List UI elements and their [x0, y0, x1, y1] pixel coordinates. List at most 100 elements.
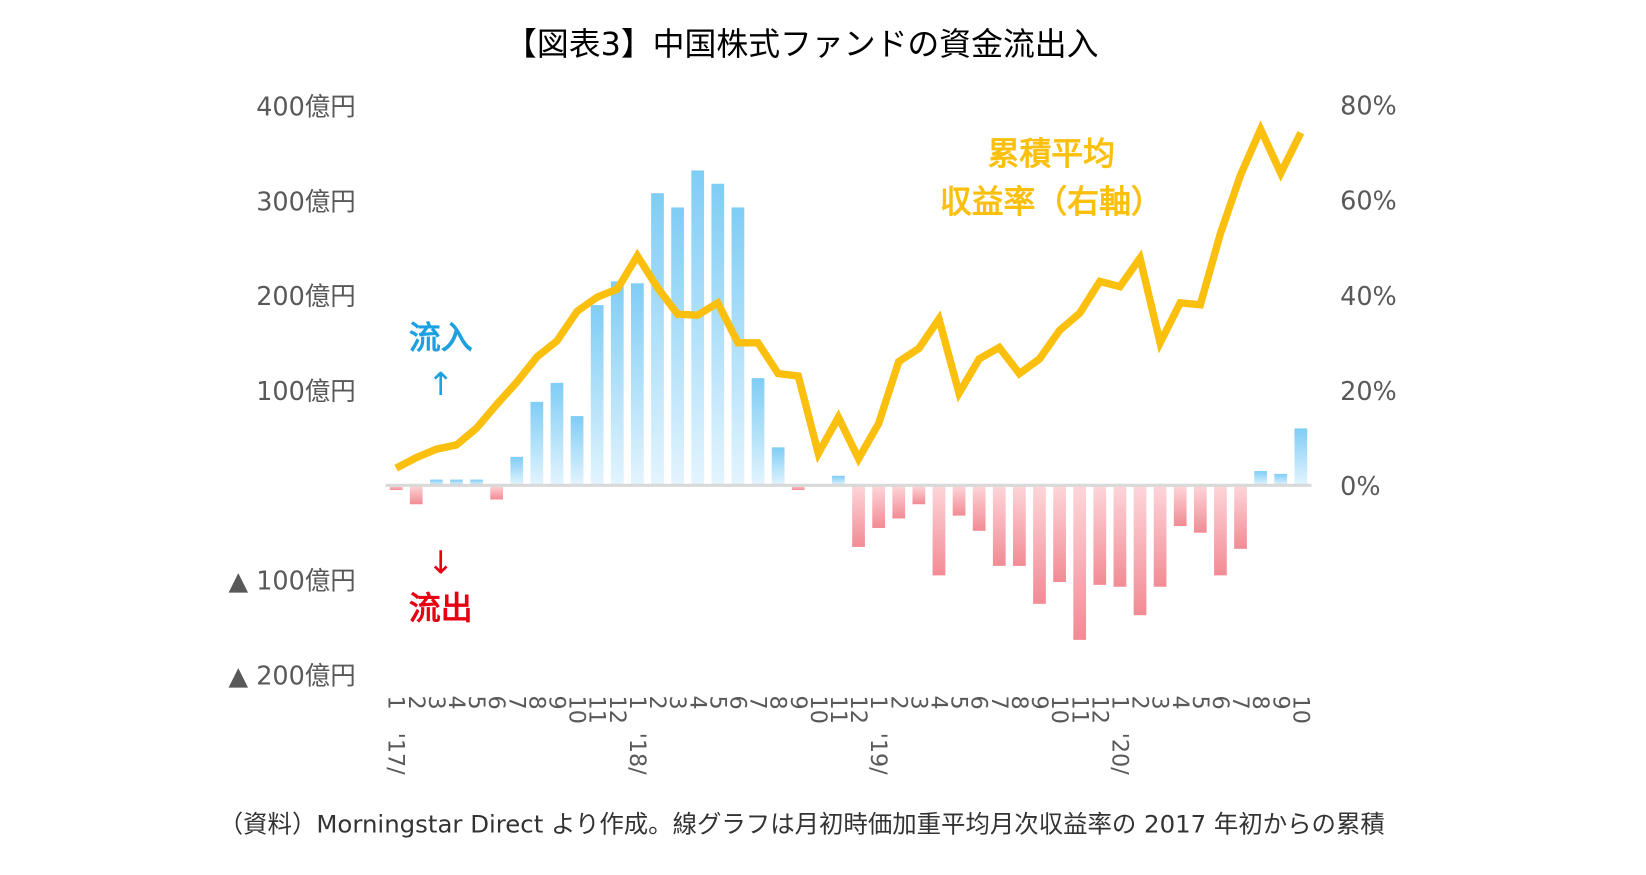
inflow-bar [1274, 473, 1288, 486]
inflow-label: 流入 [409, 318, 473, 356]
month-tick-label: 7 [503, 696, 529, 710]
source-caption: （資料）Morningstar Direct より作成。線グラフは月初時価加重平… [219, 810, 1385, 839]
month-tick-label: 4 [684, 696, 710, 710]
month-tick-label: 1 [1106, 696, 1132, 710]
month-tick-label: 3 [905, 696, 931, 710]
inflow-arrow-icon: ↑ [427, 365, 454, 403]
left-axis-tick: 200億円 [256, 282, 356, 312]
month-tick-label: 7 [1227, 696, 1253, 710]
outflow-bar [1113, 485, 1127, 587]
outflow-bar [389, 485, 403, 491]
month-tick-label: 6 [966, 696, 992, 710]
outflow-bar [852, 485, 865, 547]
month-tick-label: 6 [724, 696, 750, 710]
inflow-bar [450, 479, 463, 486]
inflow-bar [832, 475, 845, 486]
chart-title: 【図表3】中国株式ファンドの資金流出入 [505, 25, 1098, 63]
year-tick-label: '18/ [624, 733, 650, 775]
right-axis-tick: 80% [1340, 92, 1397, 122]
inflow-bar [671, 207, 684, 486]
inflow-bar [691, 170, 705, 486]
month-tick-label: 4 [1167, 696, 1193, 710]
month-tick-label: 4 [443, 696, 469, 710]
outflow-bar [1193, 485, 1207, 533]
year-tick-label: '19/ [865, 733, 891, 775]
right-axis-tick: 40% [1340, 282, 1397, 312]
right-axis-tick: 20% [1340, 377, 1397, 407]
month-tick-label: 3 [664, 696, 690, 710]
cumulative-return-line [394, 120, 1305, 472]
month-tick-label: 7 [745, 696, 771, 710]
month-tick-label: 4 [926, 696, 952, 710]
month-tick-label: 5 [463, 696, 489, 710]
month-tick-label: 5 [1187, 696, 1213, 710]
month-tick-label: 2 [1127, 696, 1153, 710]
month-tick-label: 3 [1147, 696, 1173, 710]
year-tick-label: '17/ [383, 733, 409, 775]
outflow-bar [1073, 485, 1087, 640]
month-tick-label: 6 [483, 696, 509, 710]
outflow-bar [1053, 485, 1066, 583]
month-tick-label: 11 [825, 696, 851, 724]
month-tick-label: 8 [1247, 696, 1273, 710]
month-tick-label: 10 [564, 696, 590, 724]
month-tick-label: 2 [644, 696, 670, 710]
month-tick-label: 11 [584, 696, 610, 724]
outflow-bar [992, 485, 1006, 566]
inflow-bar [510, 456, 524, 486]
inflow-bar [1254, 471, 1268, 486]
line-series-label-2: 収益率（右軸） [940, 182, 1163, 220]
month-tick-label: 10 [805, 696, 831, 724]
month-tick-label: 5 [704, 696, 730, 710]
left-axis-tick: ▲ 200億円 [229, 661, 356, 691]
inflow-bar [530, 401, 544, 486]
month-tick-label: 11 [1066, 696, 1092, 724]
outflow-bar [1093, 485, 1107, 585]
month-tick-label: 9 [544, 696, 570, 710]
inflow-bar [651, 193, 664, 486]
inflow-bar [1294, 428, 1308, 486]
outflow-bar [1013, 485, 1026, 566]
outflow-bar [409, 485, 423, 505]
inflow-bar [550, 382, 564, 486]
month-tick-label: 12 [845, 696, 871, 724]
outflow-bar [1173, 485, 1187, 527]
month-tick-label: 12 [604, 696, 630, 724]
month-tick-label: 10 [1046, 696, 1072, 724]
inflow-bar [771, 447, 785, 486]
right-axis-tick: 0% [1340, 472, 1380, 502]
left-axis-tick: 400億円 [256, 93, 356, 123]
outflow-bar [1133, 485, 1147, 616]
outflow-bar [932, 485, 946, 576]
outflow-bar [1153, 485, 1167, 587]
outflow-bar [1234, 485, 1247, 549]
outflow-bar [972, 485, 986, 531]
month-tick-label: 10 [1287, 696, 1313, 724]
inflow-bar [631, 283, 644, 486]
inflow-bar [470, 479, 483, 486]
month-tick-label: 2 [403, 696, 429, 710]
outflow-bar [872, 485, 886, 528]
outflow-bar [912, 485, 926, 505]
month-tick-label: 2 [885, 696, 911, 710]
right-axis-tick: 60% [1340, 187, 1397, 217]
outflow-bar [1033, 485, 1046, 604]
outflow-bar [791, 485, 805, 491]
month-tick-label: 1 [865, 696, 891, 710]
left-axis-tick: ▲ 100億円 [229, 567, 356, 597]
month-tick-label: 5 [946, 696, 972, 710]
outflow-bar [892, 485, 906, 519]
month-tick-label: 9 [1267, 696, 1293, 710]
month-tick-label: 12 [1086, 696, 1112, 724]
outflow-arrow-icon: ↓ [427, 543, 454, 581]
inflow-bar [570, 416, 584, 486]
inflow-bar [751, 378, 765, 486]
month-tick-label: 6 [1207, 696, 1233, 710]
outflow-label: 流出 [409, 589, 473, 627]
month-tick-label: 9 [1026, 696, 1052, 710]
month-tick-label: 7 [986, 696, 1012, 710]
month-tick-label: 1 [624, 696, 650, 710]
line-series-label-1: 累積平均 [988, 135, 1115, 173]
month-tick-label: 3 [423, 696, 449, 710]
inflow-bar [610, 281, 624, 486]
